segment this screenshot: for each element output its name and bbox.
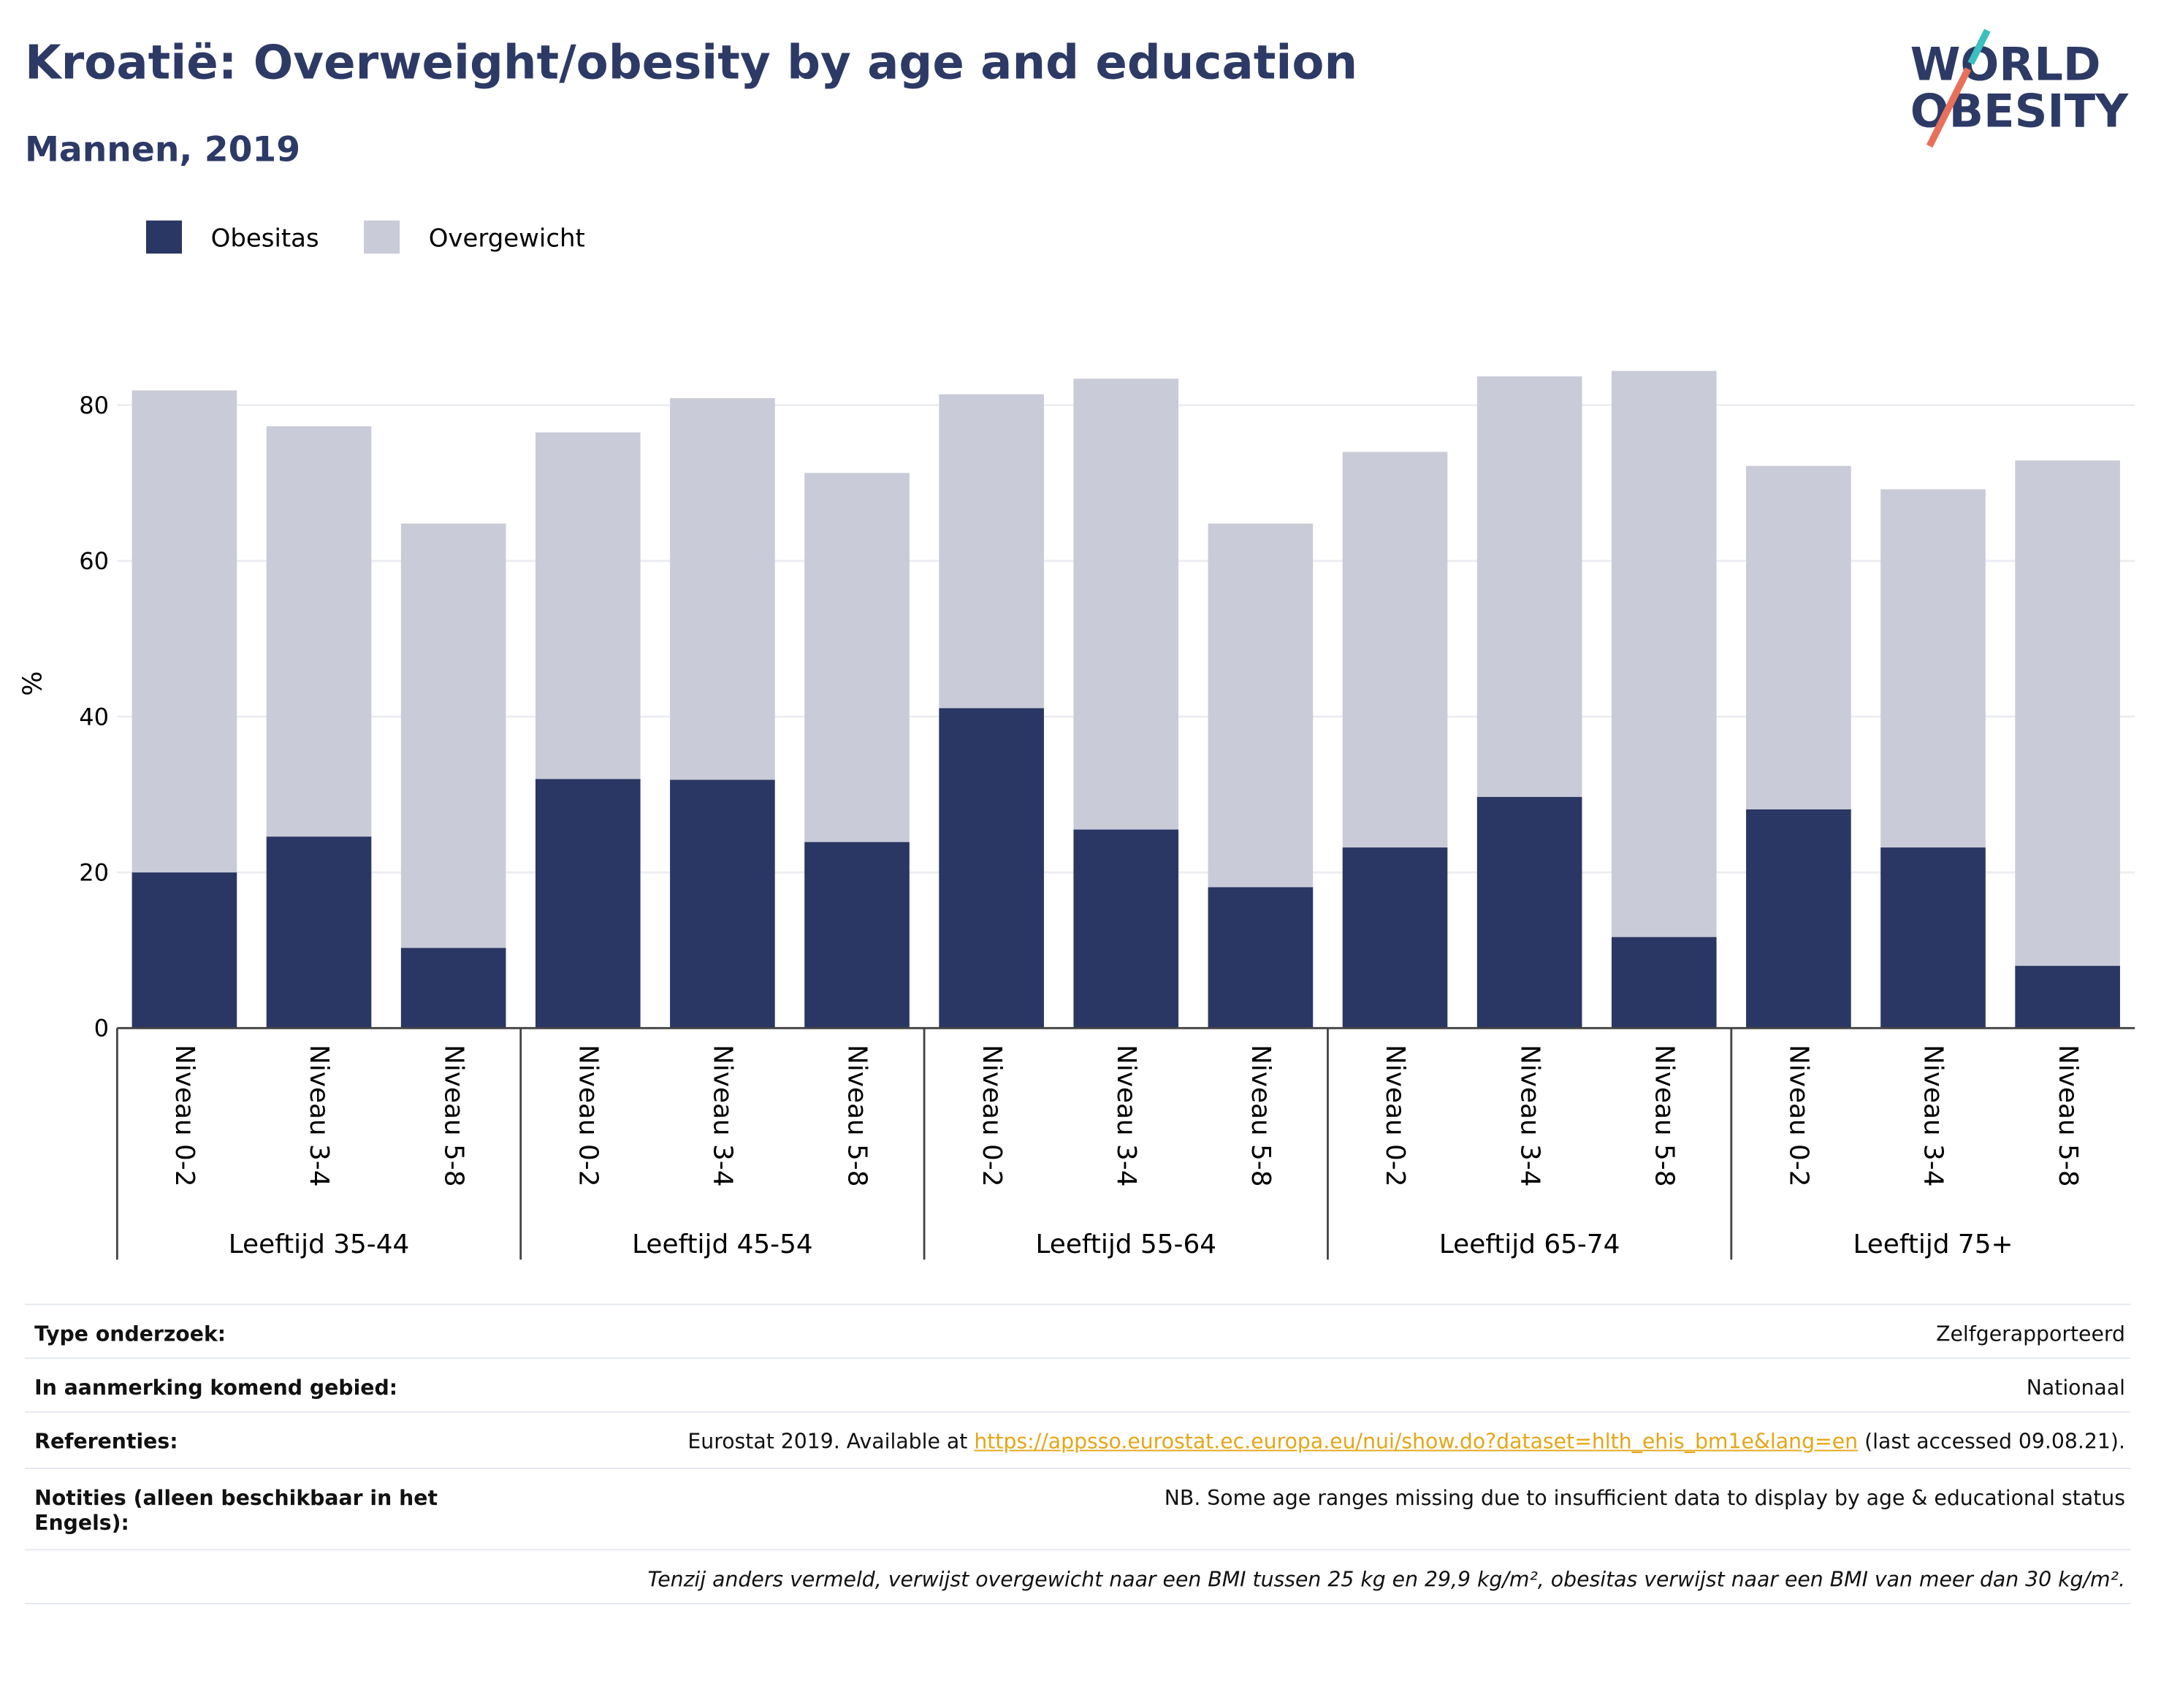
info-label: Notities (alleen beschikbaar in het Enge… <box>34 1485 438 1536</box>
bar-segment <box>1342 847 1448 1029</box>
info-value: Nationaal <box>2026 1375 2125 1400</box>
bar-segment <box>1880 847 1986 1029</box>
info-row: In aanmerking komend gebied: Nationaal <box>24 1357 2131 1411</box>
x-tick-label: Niveau 0-2 <box>573 1045 603 1187</box>
chart: % 0 20 40 60 80 Obesitas Overgewicht Niveau 0-2… <box>18 220 2135 1260</box>
bar-segment <box>400 948 506 1029</box>
bar-segment <box>132 390 237 873</box>
x-tick-label: Niveau 0-2 <box>1380 1045 1410 1187</box>
subtitle: Mannen, 2019 <box>24 129 301 170</box>
group-label: Leeftijd 35-44 <box>229 1229 410 1259</box>
group-label: Leeftijd 65-74 <box>1439 1229 1620 1259</box>
info-table: Type onderzoek: Zelfgerapporteerd In aanm… <box>24 1303 2131 1604</box>
info-value: Zelfgerapporteerd <box>1936 1322 2125 1347</box>
reference-text: (last accessed 09.08.21). <box>1858 1429 2125 1455</box>
y-tick-label: 60 <box>79 547 109 575</box>
info-value: Eurostat 2019. Available at https://apps… <box>687 1429 2125 1454</box>
bar-segment <box>1208 887 1314 1029</box>
bar-segment <box>2015 460 2120 967</box>
bar-segment <box>535 432 641 779</box>
bar-segment <box>1342 451 1448 848</box>
info-label: In aanmerking komend gebied: <box>34 1375 398 1400</box>
bar-segment <box>804 473 910 842</box>
reference-link[interactable]: https://appsso.eurostat.ec.europa.eu/nui… <box>974 1429 1859 1455</box>
bar-segment <box>535 779 641 1029</box>
y-tick-label: 80 <box>79 392 109 419</box>
info-row: Notities (alleen beschikbaar in het Enge… <box>24 1468 2131 1549</box>
logo-line: WORLD <box>1910 37 2101 91</box>
info-row: Referenties: Eurostat 2019. Available at … <box>24 1411 2131 1468</box>
logo-slash <box>1926 28 1991 148</box>
bar-segment <box>939 708 1044 1029</box>
info-label: Referenties: <box>34 1429 178 1455</box>
x-tick-label: Niveau 3-4 <box>1918 1045 1948 1187</box>
y-tick-label: 20 <box>79 858 109 886</box>
bar-segment <box>266 426 372 837</box>
x-tick-label: Niveau 5-8 <box>1246 1045 1276 1187</box>
y-tick-label: 40 <box>79 703 109 731</box>
bar-segment <box>1746 809 1851 1029</box>
legend-label: Obesitas <box>211 224 319 253</box>
bar-segment <box>1476 376 1582 797</box>
x-tick-label: Niveau 3-4 <box>1111 1045 1141 1187</box>
info-value: NB. Some age ranges missing due to insuf… <box>1164 1485 2125 1511</box>
group-label: Leeftijd 55-64 <box>1035 1229 1216 1259</box>
x-tick-label: Niveau 3-4 <box>304 1045 334 1187</box>
bar-segment <box>804 842 910 1029</box>
legend-label: Overgewicht <box>429 224 585 253</box>
bar-segment <box>1073 829 1179 1029</box>
x-tick-label: Niveau 5-8 <box>2053 1045 2083 1187</box>
title: Kroatië: Overweight/obesity by age and e… <box>24 36 1358 91</box>
x-tick-label: Niveau 0-2 <box>1784 1045 1814 1187</box>
bar-segment <box>1208 523 1314 888</box>
x-tick-label: Niveau 3-4 <box>708 1045 738 1187</box>
x-tick-label: Niveau 5-8 <box>438 1045 468 1187</box>
x-tick-label: Niveau 0-2 <box>977 1045 1007 1187</box>
group-label: Leeftijd 45-54 <box>632 1229 813 1259</box>
x-tick-label: Niveau 0-2 <box>169 1045 199 1187</box>
bar-segment <box>1880 489 1986 848</box>
x-tick-label: Niveau 5-8 <box>842 1045 872 1187</box>
bar-segment <box>1476 796 1582 1029</box>
bar-segment <box>939 394 1044 709</box>
y-axis-label: % <box>18 671 48 696</box>
logo: WORLD OBESITY <box>1910 28 2128 148</box>
legend-swatch <box>364 220 400 254</box>
bar-segment <box>1073 378 1179 830</box>
x-tick-label: Niveau 3-4 <box>1514 1045 1544 1187</box>
reference-text: Eurostat 2019. Available at <box>687 1429 975 1455</box>
legend-swatch <box>145 220 183 254</box>
bar-segment <box>670 398 775 780</box>
bar-segment <box>132 872 237 1029</box>
bar-segment <box>1746 465 1851 809</box>
info-row: Type onderzoek: Zelfgerapporteerd <box>24 1303 2131 1358</box>
bar-segment <box>1611 937 1717 1029</box>
footnote: Tenzij anders vermeld, verwijst overgewi… <box>24 1549 2131 1604</box>
info-label: Type onderzoek: <box>34 1322 226 1347</box>
bar-segment <box>2015 966 2120 1029</box>
bar-segment <box>266 836 372 1029</box>
bar-segment <box>400 523 506 948</box>
y-tick-label: 0 <box>94 1015 109 1042</box>
group-label: Leeftijd 75+ <box>1853 1229 2013 1259</box>
bar-segment <box>1611 370 1717 937</box>
x-tick-label: Niveau 5-8 <box>1649 1045 1679 1187</box>
bar-segment <box>670 779 775 1029</box>
